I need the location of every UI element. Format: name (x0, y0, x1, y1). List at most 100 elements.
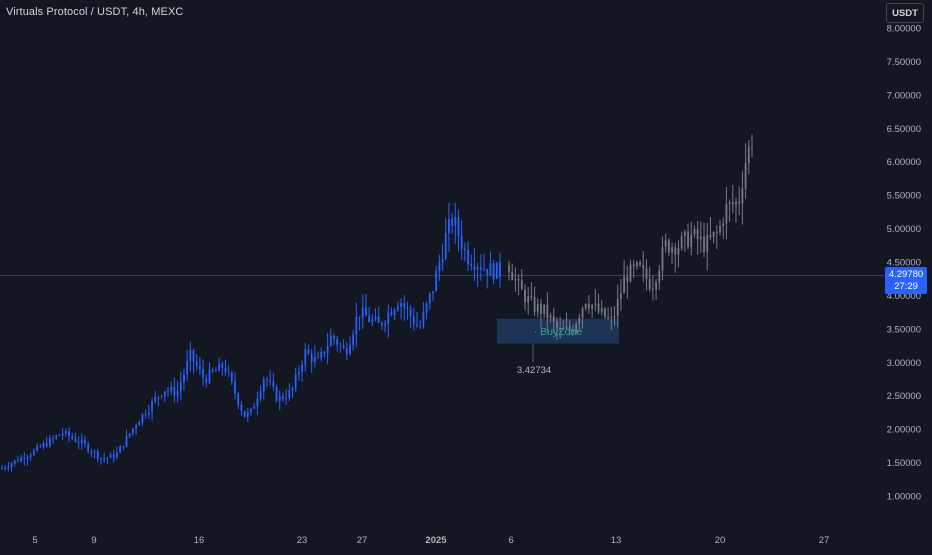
blue-candle (243, 410, 246, 418)
projection-candle (562, 320, 565, 330)
candle-body (578, 317, 581, 324)
candle-body (371, 319, 374, 322)
projection-candle (524, 284, 526, 311)
candle-body (489, 263, 492, 276)
blue-candle (454, 202, 457, 244)
candle-body (262, 379, 265, 392)
candle-body (390, 312, 393, 316)
y-tick-label: 4.50000 (887, 258, 921, 269)
projection-candle (613, 306, 616, 326)
blue-candle (275, 384, 278, 403)
blue-candle (154, 390, 157, 404)
blue-candle (179, 371, 182, 401)
projection-candle (556, 317, 558, 340)
candle-body (13, 460, 16, 464)
blue-candle (138, 420, 141, 426)
blue-candle (218, 357, 220, 372)
blue-candle (26, 454, 29, 466)
candle-body (237, 393, 240, 405)
candle-body (384, 323, 386, 326)
blue-candle (96, 448, 99, 463)
blue-candle (470, 254, 473, 271)
candle-body (467, 249, 469, 264)
candle-body (514, 279, 517, 281)
candle-body (71, 436, 74, 439)
candle-body (712, 232, 715, 237)
blue-candle (467, 241, 469, 271)
blue-candle (189, 341, 192, 372)
candle-body (422, 312, 425, 327)
candle-body (240, 404, 243, 412)
candle-body (380, 322, 383, 326)
candle-body (1, 467, 3, 469)
blue-candle (352, 330, 355, 351)
candle-body (508, 265, 510, 273)
x-tick-label: 27 (357, 535, 368, 546)
blue-candle (432, 291, 434, 301)
blue-candle (125, 429, 128, 448)
blue-candle (230, 370, 233, 386)
candle-body (738, 201, 741, 204)
projection-candle (533, 286, 536, 317)
blue-candle (36, 443, 39, 452)
projection-candle (511, 263, 514, 281)
candle-body (20, 457, 23, 462)
projection-candle (728, 199, 731, 222)
candle-body (96, 451, 99, 459)
candle-body (476, 267, 479, 270)
candle-body (674, 247, 677, 255)
blue-candle (195, 354, 198, 371)
candle-body (696, 228, 699, 240)
candle-body (581, 308, 584, 318)
projection-candle (632, 259, 635, 278)
buy-zone-label: · BuyZone (534, 326, 583, 338)
candle-body (683, 231, 686, 236)
candle-body (604, 308, 606, 317)
candle-body (486, 268, 489, 276)
blue-candle (368, 306, 371, 323)
projection-candle (629, 259, 632, 283)
projection-candle (584, 302, 587, 311)
blue-candle (297, 365, 300, 381)
candle-body (690, 234, 693, 247)
projection-candle (661, 236, 664, 281)
candle-body (393, 310, 396, 316)
candle-body (406, 307, 409, 309)
candle-body (667, 240, 670, 253)
blue-candle (71, 432, 74, 441)
candle-body (307, 349, 310, 354)
candle-body (112, 454, 115, 458)
candle-body (699, 236, 702, 240)
blue-candle (61, 427, 64, 441)
x-tick-label: 13 (611, 535, 622, 546)
blue-candle (17, 456, 19, 463)
blue-candle (176, 381, 179, 403)
candle-body (144, 414, 147, 416)
blue-candle (45, 436, 48, 448)
candle-body (253, 406, 256, 409)
candle-body (192, 349, 195, 362)
projection-candle (540, 298, 542, 328)
y-tick-label: 3.00000 (887, 358, 921, 369)
blue-candle (406, 301, 409, 320)
candle-body (425, 303, 428, 313)
candle-body (202, 369, 205, 379)
currency-button[interactable]: USDT (886, 3, 924, 23)
blue-candle (147, 404, 150, 419)
candle-body (138, 422, 141, 426)
projection-candle (610, 306, 613, 330)
blue-candle (234, 372, 236, 400)
candle-body (29, 455, 32, 458)
candle-body (412, 316, 415, 325)
candle-body (256, 398, 259, 407)
projection-candle (543, 304, 546, 319)
candle-body (540, 303, 542, 314)
blue-candle (428, 292, 431, 310)
candle-body (100, 458, 102, 460)
blue-candle (278, 390, 281, 411)
projection-candle (575, 321, 578, 335)
blue-candle (119, 445, 122, 453)
projection-candle (648, 266, 651, 292)
